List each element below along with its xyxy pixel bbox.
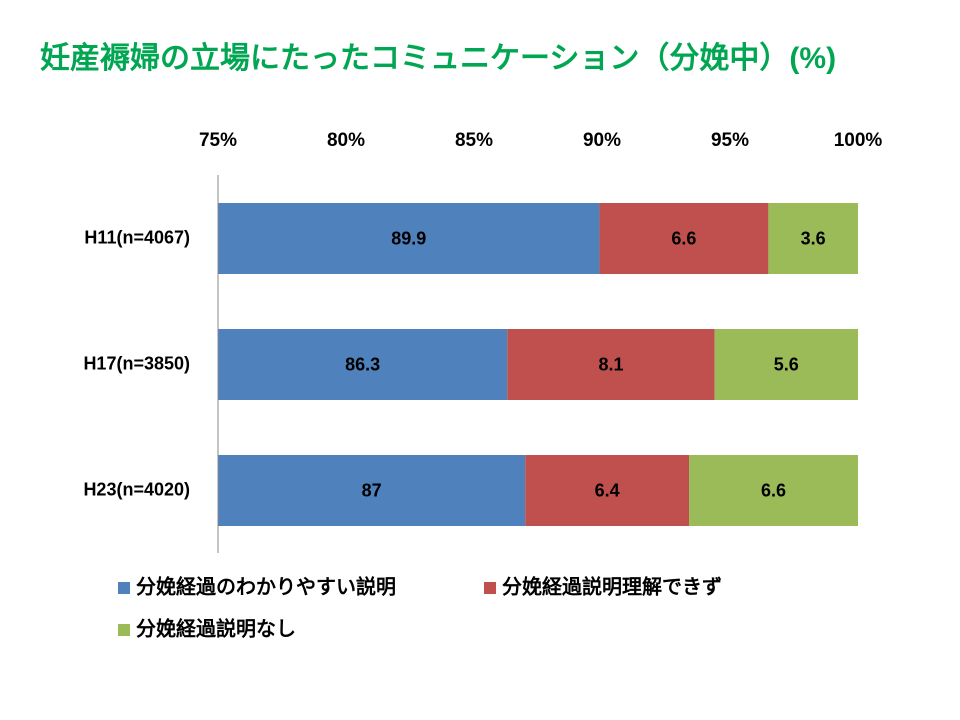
bar-segment (507, 329, 715, 400)
bar-segment (218, 455, 526, 526)
x-tick-label: 100% (834, 130, 883, 151)
legend-label: 分娩経過説明理解できず (502, 574, 722, 598)
y-tick-label: H11(n=4067) (84, 227, 190, 247)
legend-swatch (118, 624, 130, 636)
legend-swatch (484, 582, 496, 594)
data-label: 6.4 (595, 480, 620, 500)
x-tick-label: 95% (711, 130, 749, 151)
data-label: 6.6 (761, 480, 786, 500)
data-label: 89.9 (391, 228, 426, 248)
bar-segment (218, 329, 508, 400)
x-tick-label: 85% (455, 130, 493, 151)
x-tick-label: 75% (199, 130, 237, 151)
data-label: 5.6 (774, 354, 799, 374)
legend-label: 分娩経過のわかりやすい説明 (136, 574, 396, 598)
bar-segment (525, 455, 690, 526)
bar-segment (768, 203, 858, 274)
y-tick-label: H23(n=4020) (83, 479, 190, 499)
bar-segment (689, 455, 858, 526)
chart-title: 妊産褥婦の立場にたったコミュニケーション（分娩中）(%) (40, 41, 836, 75)
data-label: 3.6 (801, 228, 826, 248)
bar-segment (714, 329, 858, 400)
legend-swatch (118, 582, 130, 594)
plot-area (218, 203, 858, 526)
data-label: 8.1 (598, 354, 623, 374)
y-tick-label: H17(n=3850) (83, 353, 190, 373)
x-tick-label: 90% (583, 130, 621, 151)
data-label: 6.6 (671, 228, 696, 248)
data-label: 86.3 (345, 354, 380, 374)
data-label: 87 (362, 480, 382, 500)
x-tick-label: 80% (327, 130, 365, 151)
bar-segment (599, 203, 769, 274)
bar-segment (218, 203, 600, 274)
legend-label: 分娩経過説明なし (136, 616, 296, 640)
